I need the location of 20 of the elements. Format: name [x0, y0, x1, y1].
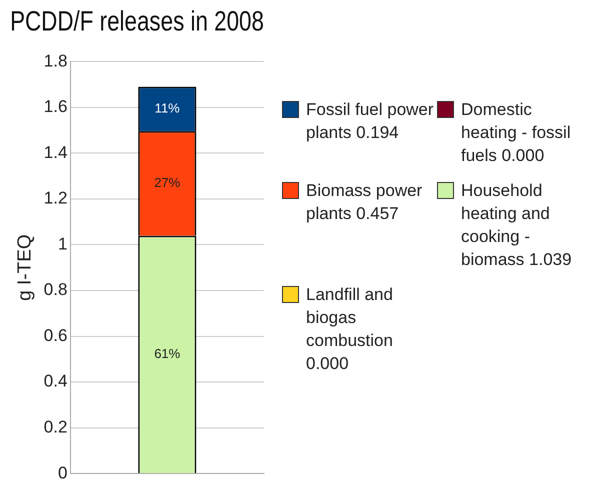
legend-label: Biomass power plants 0.457: [306, 180, 424, 225]
y-tick-label: 1.2: [44, 188, 68, 208]
annotation: 11%: [154, 100, 180, 116]
y-axis-title: g I-TEQ: [14, 234, 36, 301]
chart-title: PCDD/F releases in 2008: [10, 6, 264, 38]
legend-label: Household heating and cooking - biomass 1.039: [461, 180, 573, 271]
legend-label: Landfill and biogas combustion 0.000: [306, 284, 394, 375]
legend-label: Domestic heating - fossil fuels 0.000: [461, 99, 572, 167]
y-tick-label: 0.4: [44, 372, 68, 391]
y-tick-label: 0: [58, 463, 68, 482]
y-tick-label: 0.6: [44, 326, 68, 345]
y-tick-label: 1.4: [44, 142, 68, 162]
annotation: 27%: [154, 175, 181, 190]
y-tick-label: 0.2: [44, 418, 68, 437]
y-tick-label: 1.6: [44, 97, 68, 116]
y-tick-label: 0.8: [44, 280, 68, 300]
annotation: 61%: [154, 346, 181, 362]
y-tick-label: 1.8: [44, 51, 68, 70]
legend-label: Fossil fuel power plants 0.194: [306, 99, 435, 144]
y-tick-label: 1: [58, 234, 68, 254]
